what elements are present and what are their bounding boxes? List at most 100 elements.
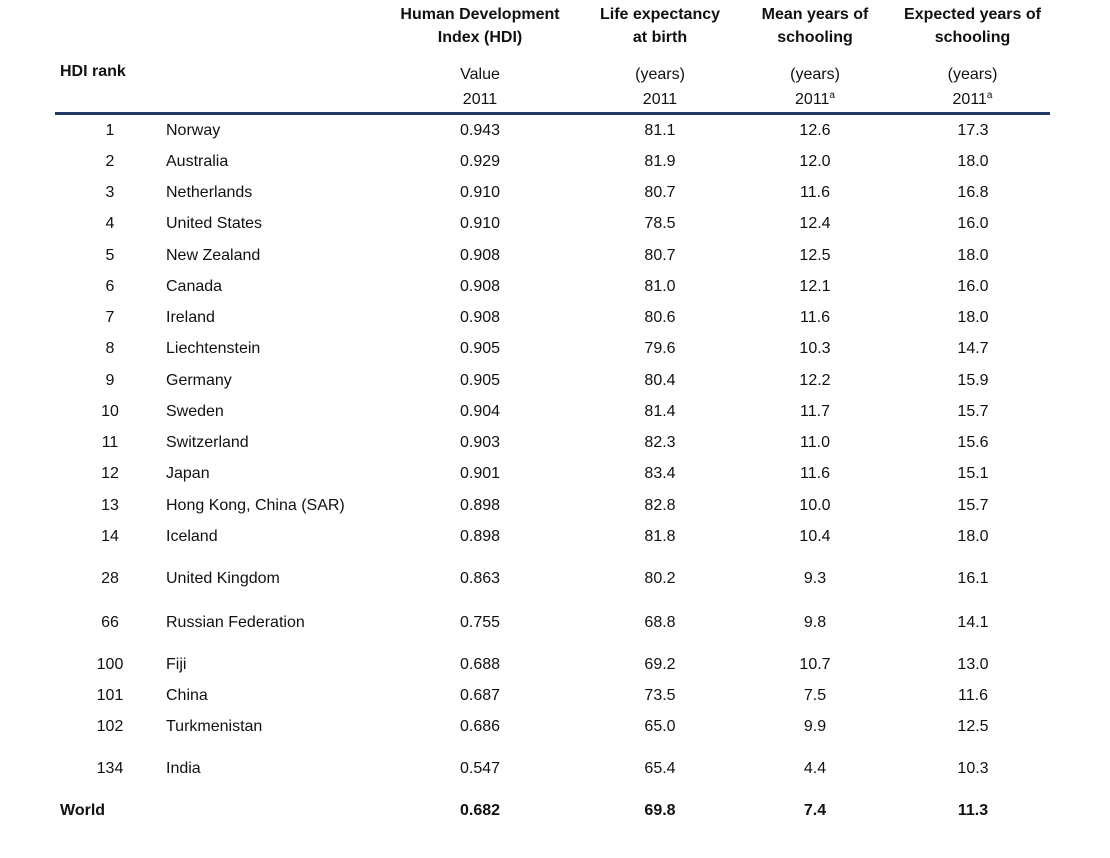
life-expectancy-cell: 80.6 bbox=[644, 309, 676, 326]
country-cell: Sweden bbox=[166, 403, 224, 420]
expected-schooling-cell: 16.0 bbox=[957, 215, 989, 232]
mean-footnote-marker: a bbox=[829, 90, 835, 101]
hdi-value-cell: 0.910 bbox=[459, 215, 501, 232]
table-row: 6 Canada 0.908 81.0 12.1 16.0 bbox=[0, 275, 1110, 299]
mean-year-cell: 2011a bbox=[745, 87, 885, 112]
expected-schooling-cell: 12.5 bbox=[957, 718, 989, 735]
expected-schooling-cell: 15.7 bbox=[957, 497, 989, 514]
life-expectancy-cell: 81.1 bbox=[644, 122, 676, 139]
table-row: 134 India 0.547 65.4 4.4 10.3 bbox=[0, 757, 1110, 781]
mean-schooling-cell: 10.0 bbox=[799, 497, 831, 514]
expected-footnote-marker: a bbox=[986, 90, 993, 101]
mean-schooling-cell: 12.4 bbox=[799, 215, 831, 232]
rank-cell: 101 bbox=[96, 687, 124, 704]
table-row: 28 United Kingdom 0.863 80.2 9.3 16.1 bbox=[0, 567, 1110, 591]
rank-cell: 6 bbox=[105, 278, 115, 295]
mean-schooling-cell: 4.4 bbox=[803, 760, 827, 777]
hdi-value-cell: 0.898 bbox=[459, 497, 501, 514]
hdi-value-cell: 0.908 bbox=[459, 309, 501, 326]
expected-schooling-cell: 18.0 bbox=[957, 153, 989, 170]
country-cell: Switzerland bbox=[166, 434, 249, 451]
table-row: 1 Norway 0.943 81.1 12.6 17.3 bbox=[0, 119, 1110, 143]
rank-cell: 11 bbox=[101, 434, 119, 451]
life-expectancy-cell: 65.4 bbox=[644, 760, 676, 777]
expected-schooling-cell: 18.0 bbox=[957, 528, 989, 545]
hdi-value-cell: 0.687 bbox=[459, 687, 501, 704]
header-divider bbox=[55, 112, 1050, 115]
country-cell: Liechtenstein bbox=[166, 340, 261, 357]
mean-schooling-cell: 12.6 bbox=[799, 122, 831, 139]
expected-schooling-cell: 15.7 bbox=[957, 403, 989, 420]
rank-cell: 7 bbox=[105, 309, 115, 326]
country-cell: Fiji bbox=[166, 656, 187, 673]
expected-schooling-cell: 10.3 bbox=[957, 760, 989, 777]
life-header-line1: Life expectancy bbox=[599, 6, 721, 23]
table-row: 13 Hong Kong, China (SAR) 0.898 82.8 10.0 15.… bbox=[0, 494, 1110, 518]
hdi-rank-header: HDI rank bbox=[60, 63, 126, 80]
country-cell: Japan bbox=[166, 465, 210, 482]
rank-cell: 14 bbox=[101, 528, 119, 545]
life-expectancy-cell: 80.7 bbox=[644, 184, 676, 201]
mean-schooling-cell: 9.9 bbox=[803, 718, 827, 735]
hdi-value-cell: 0.901 bbox=[459, 465, 501, 482]
mean-schooling-cell: 9.3 bbox=[803, 570, 827, 587]
world-label: World bbox=[60, 802, 106, 819]
rank-cell: 4 bbox=[105, 215, 115, 232]
rank-cell: 100 bbox=[96, 656, 124, 673]
mean-schooling-cell: 11.7 bbox=[800, 403, 830, 420]
table-row: 100 Fiji 0.688 69.2 10.7 13.0 bbox=[0, 653, 1110, 677]
country-cell: Turkmenistan bbox=[166, 718, 263, 735]
rank-cell: 8 bbox=[105, 340, 115, 357]
hdi-value-cell: 0.943 bbox=[459, 122, 501, 139]
table-row: 12 Japan 0.901 83.4 11.6 15.1 bbox=[0, 462, 1110, 486]
world-expected-schooling: 11.3 bbox=[957, 802, 989, 819]
table-row: 101 China 0.687 73.5 7.5 11.6 bbox=[0, 684, 1110, 708]
country-cell: Ireland bbox=[166, 309, 215, 326]
table-row: 66 Russian Federation 0.755 68.8 9.8 14.1 bbox=[0, 611, 1110, 635]
hdi-value-cell: 0.863 bbox=[459, 570, 501, 587]
life-expectancy-cell: 81.8 bbox=[644, 528, 676, 545]
expected-schooling-cell: 14.7 bbox=[957, 340, 989, 357]
mean-header-line2: schooling bbox=[777, 29, 853, 46]
rank-cell: 3 bbox=[105, 184, 115, 201]
expected-schooling-cell: 17.3 bbox=[957, 122, 989, 139]
country-cell: Australia bbox=[166, 153, 229, 170]
hdi-value-cell: 0.905 bbox=[459, 340, 501, 357]
rank-cell: 9 bbox=[105, 372, 115, 389]
mean-schooling-cell: 10.7 bbox=[799, 656, 831, 673]
life-expectancy-cell: 80.4 bbox=[644, 372, 676, 389]
rank-cell: 66 bbox=[101, 614, 119, 631]
life-expectancy-column-header: Life expectancy at birth bbox=[590, 3, 730, 49]
hdi-value-cell: 0.898 bbox=[459, 528, 501, 545]
mean-schooling-cell: 11.0 bbox=[800, 434, 830, 451]
life-header-line2: at birth bbox=[632, 29, 688, 46]
rank-cell: 10 bbox=[101, 403, 119, 420]
hdi-column-header: Human Development Index (HDI) bbox=[390, 3, 570, 49]
mean-schooling-cell: 11.6 bbox=[800, 465, 830, 482]
mean-year: 2011 bbox=[795, 91, 830, 108]
hdi-unit: Value bbox=[460, 66, 500, 83]
expected-schooling-cell: 15.1 bbox=[957, 465, 989, 482]
life-expectancy-cell: 73.5 bbox=[644, 687, 676, 704]
hdi-value-cell: 0.688 bbox=[459, 656, 501, 673]
table-row: 10 Sweden 0.904 81.4 11.7 15.7 bbox=[0, 400, 1110, 424]
life-expectancy-cell: 80.2 bbox=[644, 570, 676, 587]
life-expectancy-cell: 69.2 bbox=[644, 656, 676, 673]
expected-schooling-cell: 15.9 bbox=[957, 372, 989, 389]
expected-subheader: (years) 2011a bbox=[895, 62, 1050, 112]
expected-schooling-cell: 18.0 bbox=[957, 309, 989, 326]
country-cell: India bbox=[166, 760, 201, 777]
mean-schooling-cell: 12.1 bbox=[799, 278, 831, 295]
life-expectancy-cell: 81.0 bbox=[644, 278, 676, 295]
life-expectancy-cell: 82.8 bbox=[644, 497, 676, 514]
expected-schooling-cell: 15.6 bbox=[957, 434, 989, 451]
life-expectancy-cell: 81.9 bbox=[644, 153, 676, 170]
hdi-value-cell: 0.908 bbox=[459, 247, 501, 264]
mean-schooling-column-header: Mean years of schooling bbox=[745, 3, 885, 49]
mean-schooling-cell: 7.5 bbox=[803, 687, 827, 704]
country-cell: China bbox=[166, 687, 208, 704]
expected-schooling-cell: 16.0 bbox=[957, 278, 989, 295]
table-row: 102 Turkmenistan 0.686 65.0 9.9 12.5 bbox=[0, 715, 1110, 739]
table-row: 14 Iceland 0.898 81.8 10.4 18.0 bbox=[0, 525, 1110, 549]
mean-schooling-cell: 12.0 bbox=[799, 153, 831, 170]
